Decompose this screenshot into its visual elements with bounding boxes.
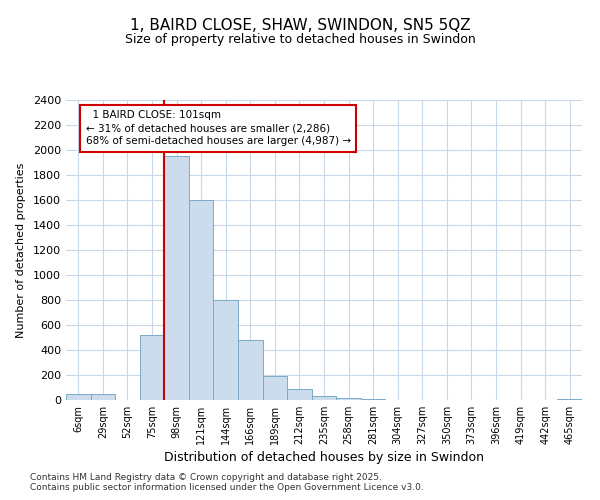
Text: Contains HM Land Registry data © Crown copyright and database right 2025.: Contains HM Land Registry data © Crown c… <box>30 472 382 482</box>
Bar <box>312 396 336 400</box>
Bar <box>336 398 361 400</box>
Bar <box>214 300 238 400</box>
Text: 1 BAIRD CLOSE: 101sqm
← 31% of detached houses are smaller (2,286)
68% of semi-d: 1 BAIRD CLOSE: 101sqm ← 31% of detached … <box>86 110 351 146</box>
Bar <box>238 340 263 400</box>
Text: 1, BAIRD CLOSE, SHAW, SWINDON, SN5 5QZ: 1, BAIRD CLOSE, SHAW, SWINDON, SN5 5QZ <box>130 18 470 32</box>
Bar <box>164 156 189 400</box>
X-axis label: Distribution of detached houses by size in Swindon: Distribution of detached houses by size … <box>164 451 484 464</box>
Text: Contains public sector information licensed under the Open Government Licence v3: Contains public sector information licen… <box>30 484 424 492</box>
Bar <box>287 389 312 400</box>
Text: Size of property relative to detached houses in Swindon: Size of property relative to detached ho… <box>125 32 475 46</box>
Bar <box>189 200 214 400</box>
Bar <box>263 376 287 400</box>
Bar <box>91 394 115 400</box>
Y-axis label: Number of detached properties: Number of detached properties <box>16 162 26 338</box>
Bar <box>66 394 91 400</box>
Bar <box>557 399 582 400</box>
Bar <box>140 335 164 400</box>
